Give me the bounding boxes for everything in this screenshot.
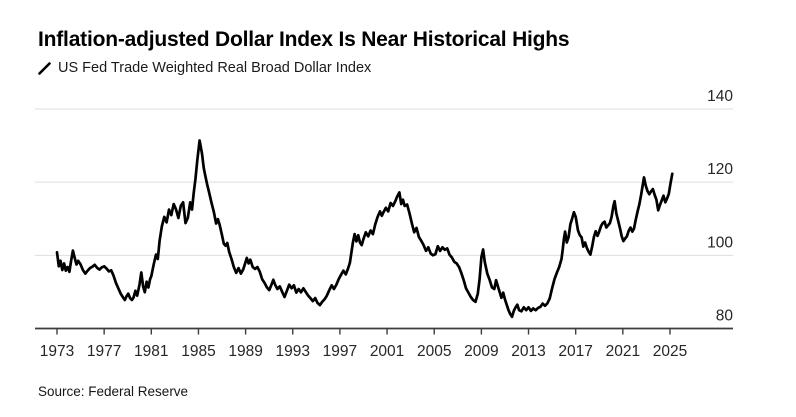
x-tick-label: 2025: [653, 343, 687, 360]
chart-title: Inflation-adjusted Dollar Index Is Near …: [38, 28, 570, 51]
data-line: [55, 139, 674, 319]
x-tick-label: 2005: [417, 343, 451, 360]
x-tick-label: 1977: [87, 343, 121, 360]
y-tick-label: 120: [707, 161, 733, 178]
x-tick-label: 1981: [134, 343, 168, 360]
x-tick-label: 2013: [511, 343, 545, 360]
line-series-marker-icon: [38, 61, 51, 75]
x-tick-label: 2021: [606, 343, 640, 360]
x-tick-label: 1973: [40, 343, 74, 360]
x-tick-label: 2009: [464, 343, 498, 360]
y-tick-label: 80: [716, 308, 734, 325]
y-tick-label: 100: [707, 234, 733, 251]
x-tick-label: 1997: [323, 343, 357, 360]
x-tick-label: 1993: [276, 343, 310, 360]
legend: US Fed Trade Weighted Real Broad Dollar …: [38, 60, 371, 76]
x-tick-label: 2001: [370, 343, 404, 360]
x-tick-label: 1985: [181, 343, 215, 360]
x-tick-label: 1989: [228, 343, 262, 360]
x-tick-label: 2017: [558, 343, 592, 360]
legend-label: US Fed Trade Weighted Real Broad Dollar …: [58, 60, 372, 76]
y-tick-label: 140: [707, 88, 733, 105]
source-note: Source: Federal Reserve: [38, 384, 189, 399]
